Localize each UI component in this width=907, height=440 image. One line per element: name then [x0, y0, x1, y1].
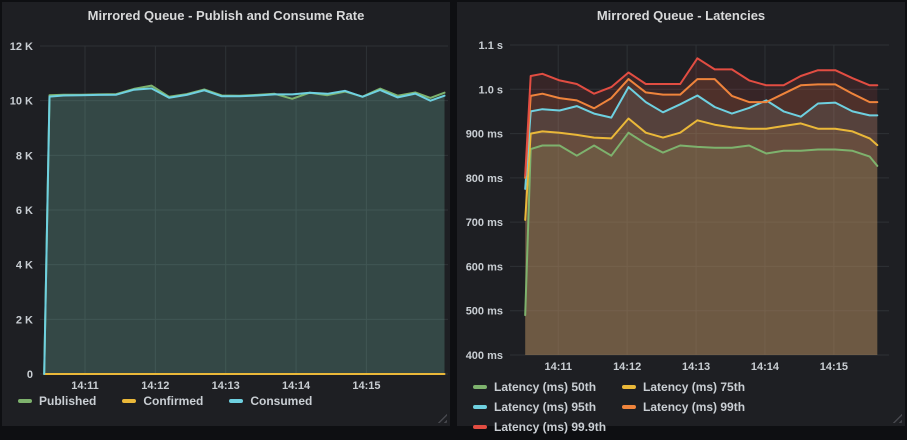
legend-color-marker-icon — [18, 399, 32, 403]
series-line-latency-ms-75th — [524, 117, 879, 221]
y-tick-label: 12 K — [10, 41, 33, 53]
legend-color-marker-icon — [622, 405, 637, 409]
panel-title[interactable]: Mirrored Queue - Publish and Consume Rat… — [87, 8, 365, 23]
legend-item-published[interactable]: Published — [18, 394, 96, 408]
legend-color-marker-icon — [122, 399, 137, 403]
series-line-latency-ms-99th — [524, 78, 879, 179]
y-tick-label: 500 ms — [466, 306, 503, 318]
x-tick-label: 14:14 — [282, 380, 311, 392]
y-tick-label: 6 K — [16, 205, 33, 217]
publish-consume-legend: Published Confirmed Consumed — [2, 392, 450, 414]
y-tick-label: 8 K — [16, 150, 33, 162]
y-tick-label: 4 K — [16, 260, 33, 272]
legend-item-confirmed[interactable]: Confirmed — [122, 394, 203, 408]
legend-item-latency-ms-50th[interactable]: Latency (ms) 50th — [473, 380, 596, 394]
legend-label: Consumed — [250, 394, 313, 408]
legend-color-marker-icon — [622, 385, 637, 389]
series-line-latency-ms-50th — [524, 131, 879, 317]
y-tick-label: 900 ms — [466, 129, 503, 141]
legend-label: Latency (ms) 75th — [643, 380, 746, 394]
panel-resize-handle[interactable] — [437, 413, 447, 423]
y-tick-label: 1.1 s — [479, 40, 503, 52]
x-tick-label: 14:13 — [212, 380, 240, 392]
series-area — [44, 88, 445, 375]
legend-label: Latency (ms) 99.9th — [494, 420, 607, 434]
legend-label: Latency (ms) 95th — [494, 400, 597, 414]
panel-latencies: Mirrored Queue - Latencies 1.1 s 1.0 s 900… — [457, 2, 905, 434]
legend-color-marker-icon — [473, 385, 487, 389]
x-tick-label: 14:13 — [682, 361, 710, 373]
series-area — [525, 58, 878, 356]
legend-item-consumed[interactable]: Consumed — [229, 394, 312, 408]
latencies-legend: Latency (ms) 50th Latency (ms) 75th Latenc… — [457, 378, 905, 440]
panel-title[interactable]: Mirrored Queue - Latencies — [596, 8, 766, 23]
legend-label: Latency (ms) 50th — [494, 380, 597, 394]
y-tick-label: 1.0 s — [479, 84, 503, 96]
series-line-latency-ms-99-9th — [524, 57, 879, 177]
y-tick-label: 10 K — [10, 96, 33, 108]
legend-color-marker-icon — [473, 405, 487, 409]
legend-color-marker-icon — [473, 425, 487, 429]
legend-item-latency-ms-75th[interactable]: Latency (ms) 75th — [622, 380, 745, 394]
series-area — [44, 85, 445, 374]
x-tick-label: 14:15 — [820, 361, 848, 373]
series-line-latency-ms-95th — [524, 86, 879, 190]
x-tick-label: 14:15 — [352, 380, 380, 392]
legend-item-latency-ms-99-9th[interactable]: Latency (ms) 99.9th — [473, 420, 606, 434]
y-tick-label: 700 ms — [466, 217, 503, 229]
x-tick-label: 14:14 — [751, 361, 780, 373]
latencies-chart-canvas[interactable]: 1.1 s 1.0 s 900 ms 800 ms 700 ms 600 ms 500 ms… — [457, 30, 905, 378]
series-line-consumed — [43, 87, 446, 375]
panel-publish-consume-rate: Mirrored Queue - Publish and Consume Rat… — [2, 2, 450, 426]
legend-label: Published — [39, 394, 97, 408]
legend-item-latency-ms-95th[interactable]: Latency (ms) 95th — [473, 400, 596, 414]
series-area — [525, 79, 878, 355]
y-tick-label: 400 ms — [466, 350, 503, 362]
x-tick-label: 14:11 — [544, 361, 572, 373]
series-area — [525, 118, 878, 355]
publish-consume-chart-canvas[interactable]: 12 K 10 K 8 K 6 K 4 K 2 K 0 14:11 14:12 14:13 14:1… — [2, 30, 450, 392]
y-tick-label: 2 K — [16, 314, 33, 326]
series-area — [525, 132, 878, 355]
y-tick-label: 800 ms — [466, 173, 503, 185]
legend-label: Confirmed — [143, 394, 204, 408]
panel-resize-handle[interactable] — [892, 413, 902, 423]
x-tick-label: 14:12 — [141, 380, 169, 392]
y-tick-label: 0 — [27, 369, 33, 381]
x-tick-label: 14:11 — [71, 380, 99, 392]
legend-label: Latency (ms) 99th — [643, 400, 746, 414]
x-tick-label: 14:12 — [613, 361, 641, 373]
legend-item-latency-ms-99th[interactable]: Latency (ms) 99th — [622, 400, 745, 414]
legend-color-marker-icon — [229, 399, 244, 403]
y-tick-label: 600 ms — [466, 261, 503, 273]
